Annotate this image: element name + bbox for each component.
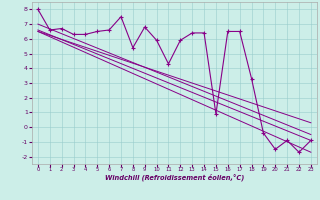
- X-axis label: Windchill (Refroidissement éolien,°C): Windchill (Refroidissement éolien,°C): [105, 174, 244, 181]
